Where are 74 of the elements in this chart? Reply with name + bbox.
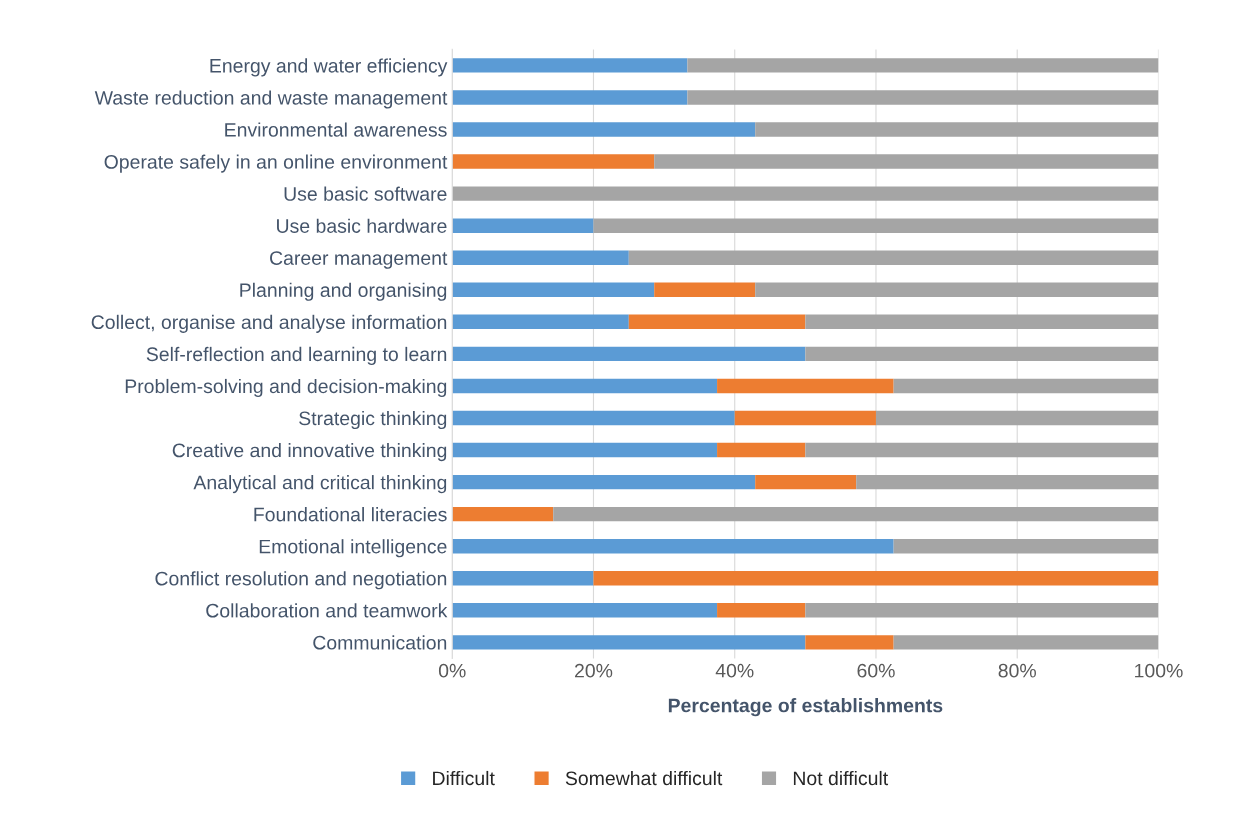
y-tick-label: Waste reduction and waste management (94, 90, 448, 109)
bar (452, 571, 594, 586)
bar (893, 539, 1159, 554)
bar (805, 442, 1159, 458)
bar (452, 474, 756, 490)
y-tick-label: Self-reflection and learning to learn (146, 346, 447, 365)
bar (452, 282, 655, 297)
y-tick-label: Use basic software (284, 186, 447, 201)
bar (755, 122, 1159, 137)
y-tick-label: Communication (313, 635, 447, 650)
bar (452, 410, 735, 426)
bar (856, 474, 1159, 490)
bar (452, 635, 806, 650)
y-tick-label: Analytical and critical thinking (193, 475, 447, 494)
y-tick-label: Environmental awareness (225, 122, 447, 137)
bar (875, 410, 1159, 426)
bar (452, 122, 756, 137)
bar (687, 90, 1159, 105)
bar (755, 474, 857, 490)
legend-label: Somewhat difficult (565, 770, 723, 786)
bar (452, 186, 1159, 201)
bar (593, 218, 1159, 233)
bar (452, 603, 718, 618)
bar (628, 314, 806, 330)
bar (805, 635, 894, 650)
x-tick-label: 60% (857, 663, 895, 678)
bar (687, 58, 1159, 73)
x-tick-label: 0% (438, 663, 466, 678)
bar (755, 282, 1159, 297)
y-tick-label: Foundational literacies (254, 507, 447, 522)
bar (654, 282, 756, 297)
y-tick-label: Emotional intelligence (259, 539, 447, 558)
bar (654, 154, 1159, 169)
bar (893, 378, 1159, 394)
bar (452, 378, 718, 394)
x-tick-label: 20% (575, 663, 613, 678)
legend-label: Not difficult (793, 770, 889, 786)
y-tick-label: Collect, organise and analyse information (91, 314, 447, 333)
bar (553, 506, 1159, 522)
bar (452, 218, 594, 233)
bar (452, 90, 688, 105)
legend-label: Difficult (433, 770, 495, 786)
y-tick-label: Operate safely in an online environment (104, 154, 448, 173)
bar (628, 250, 1159, 265)
bar (452, 250, 629, 265)
bar (717, 603, 806, 618)
bar (805, 346, 1159, 362)
bar (717, 442, 806, 458)
y-tick-label: Planning and organising (240, 282, 447, 301)
y-tick-label: Strategic thinking (299, 410, 447, 430)
bar (452, 58, 688, 73)
x-tick-label: 40% (715, 663, 754, 678)
bar (717, 378, 894, 394)
y-tick-label: Collaboration and teamwork (206, 603, 448, 618)
bar (805, 603, 1159, 618)
y-tick-label: Problem-solving and decision-making (125, 378, 447, 398)
y-tick-label: Creative and innovative thinking (172, 443, 447, 462)
x-tick-label: 80% (998, 663, 1036, 678)
bar (452, 346, 806, 362)
bar (452, 442, 718, 458)
bar (893, 635, 1159, 650)
bar (452, 506, 554, 522)
y-tick-label: Career management (270, 251, 448, 269)
bar (452, 154, 655, 169)
x-tick-label: 100% (1135, 663, 1183, 678)
y-tick-label: Conflict resolution and negotiation (155, 571, 447, 590)
bar (805, 314, 1159, 330)
bar (593, 571, 1159, 586)
y-tick-label: Energy and water efficiency (210, 58, 448, 77)
bar (734, 410, 876, 426)
x-axis-title: Percentage of establishments (668, 698, 943, 717)
bar (452, 539, 894, 554)
bar (452, 314, 629, 330)
y-tick-label: Use basic hardware (277, 218, 447, 233)
